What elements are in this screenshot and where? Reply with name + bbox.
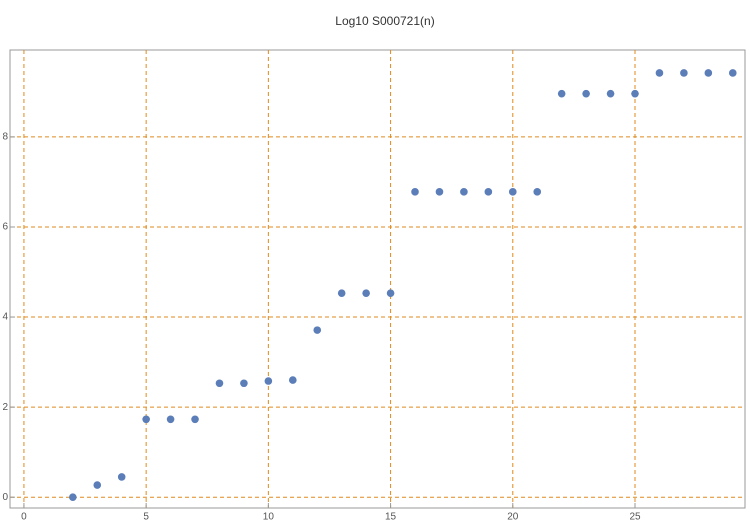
- x-tick-label: 15: [385, 512, 397, 523]
- y-tick-label: 2: [2, 402, 8, 413]
- point: [313, 326, 322, 334]
- x-tick-label: 0: [21, 512, 27, 523]
- point: [655, 69, 664, 77]
- x-tick-label: 10: [263, 512, 275, 523]
- point: [557, 89, 566, 98]
- point: [117, 473, 126, 481]
- point: [704, 69, 713, 77]
- point: [69, 493, 77, 501]
- point: [484, 188, 493, 196]
- x-tick-label: 5: [143, 512, 149, 523]
- point: [582, 89, 590, 98]
- point: [631, 89, 639, 98]
- point: [191, 415, 199, 424]
- point: [460, 188, 468, 196]
- y-tick-label: 0: [2, 492, 8, 503]
- point: [93, 481, 102, 489]
- y-tick-label: 6: [2, 222, 8, 233]
- point: [435, 188, 444, 196]
- x-tick-label: 25: [629, 512, 641, 523]
- x-tick-label: 20: [507, 512, 519, 523]
- point: [606, 89, 615, 98]
- chart-title: Log10 S000721(n): [335, 14, 434, 28]
- point: [508, 188, 517, 196]
- point: [337, 289, 346, 297]
- point: [264, 377, 273, 385]
- y-tick-label: 4: [2, 312, 8, 323]
- y-tick-label: 8: [2, 132, 8, 143]
- point: [289, 376, 297, 384]
- plot-frame: [9, 49, 746, 509]
- point: [411, 188, 419, 196]
- point: [142, 415, 150, 424]
- point: [166, 415, 175, 424]
- point: [386, 289, 395, 297]
- point: [680, 69, 688, 77]
- point: [533, 188, 542, 196]
- point: [215, 379, 224, 388]
- point: [728, 69, 737, 77]
- point: [362, 289, 370, 297]
- point: [240, 379, 248, 388]
